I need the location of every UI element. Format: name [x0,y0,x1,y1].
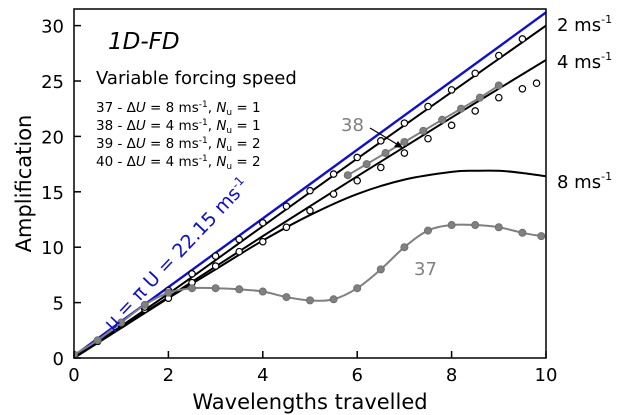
series-39-point [447,121,456,130]
blue-line-annotation: μ = π U = 22.15 ms-1 [99,173,254,334]
y-tick-label: 10 [41,238,64,259]
callout-38-leader [369,127,401,147]
series-37-point [258,287,267,296]
series-37-point [305,296,314,305]
x-tick-label: 6 [351,365,362,386]
series-37-point [117,318,126,327]
legend-line-37: 37 - ΔU = 8 ms-1, Nu = 1 [96,100,261,118]
series-39-point [329,190,338,198]
series-40-point [518,35,527,43]
series-39-point [353,176,362,185]
series-40-point [188,269,196,278]
plot-frame [73,8,547,359]
series-37-point [537,232,546,241]
series-38-point [419,126,428,135]
series-37-point [211,284,220,293]
callout-37: 37 [414,259,437,280]
series-39-point [532,79,541,88]
series-39-point [400,149,409,157]
series-40-point [471,69,480,78]
series-40-point [306,186,314,195]
series-black-line-3 [74,169,546,358]
y-tick-label: 0 [53,349,64,370]
series-37-point [187,284,196,293]
blue-line-label: μ = π U = 22.15 ms-1 [99,173,254,334]
series-40-point [376,137,385,145]
series-37-point [353,284,362,293]
y-tick-label: 20 [41,127,64,148]
series-40-point [424,102,432,111]
y-tick-label: 30 [41,17,64,38]
series-37-point [518,228,527,237]
y-axis-label: Amplification [12,115,36,253]
series-40-point [353,153,362,162]
series-39-point [376,163,385,172]
series-40-point [447,86,456,94]
series-38-point [343,171,352,180]
x-tick-label: 10 [535,365,558,386]
series-37-point [140,300,149,309]
chart-title: 1D-FD [108,29,180,55]
x-tick-label: 2 [163,365,174,386]
x-tick-label: 4 [257,365,268,386]
series-37-point [329,295,338,304]
series-blue-line [74,10,546,357]
series-40-point [494,51,503,60]
series-39-point [471,107,480,115]
series-37-point [235,285,244,294]
series-37-point [471,221,480,230]
callout-38-arrowhead [394,141,403,148]
x-axis-label: Wavelengths travelled [192,390,427,414]
series-38-point [475,93,484,102]
series-38-point [400,137,409,146]
series-38-point [438,115,447,124]
series-37-point [282,293,291,302]
right-label-0: 2 ms-1 [557,13,612,36]
series-40-point [211,252,220,260]
series-40-point [258,219,267,227]
x-tick-label: 0 [68,365,79,386]
series-39-point [518,84,527,93]
series-39-point [258,237,267,246]
series-37-point [93,336,102,345]
right-label-1: 4 ms-1 [557,50,612,73]
series-37-point [164,288,173,297]
series-40-point [235,235,244,244]
series-39-point [282,223,291,232]
y-tick-label: 25 [41,72,64,93]
right-label-2: 8 ms-1 [557,170,612,193]
series-38-point [381,149,390,158]
callout-38: 38 [341,115,364,136]
series-38-point [457,104,466,113]
series-37-point [447,221,456,230]
series-40-point [400,119,409,127]
series-39-point [306,206,314,215]
series-39-point [494,93,503,102]
legend-line-38: 38 - ΔU = 4 ms-1, Nu = 1 [96,118,261,136]
series-39-point [424,134,432,143]
legend-line-40: 40 - ΔU = 4 ms-1, Nu = 2 [96,154,261,172]
legend-line-39: 39 - ΔU = 8 ms-1, Nu = 2 [96,136,261,154]
y-tick-label: 5 [53,294,64,315]
x-tick-label: 8 [446,365,457,386]
series-39-point [235,247,244,256]
series-38-point [494,81,503,90]
series-40-point [282,202,291,211]
series-37-point [400,243,409,252]
series-40-point [329,170,338,178]
chart-subtitle: Variable forcing speed [96,68,297,89]
series-38-point [362,160,371,169]
series-37-point [494,223,503,232]
series-39-point [211,262,220,270]
series-37-point [423,226,432,235]
y-tick-label: 15 [41,183,64,204]
series-37-point [376,265,385,274]
